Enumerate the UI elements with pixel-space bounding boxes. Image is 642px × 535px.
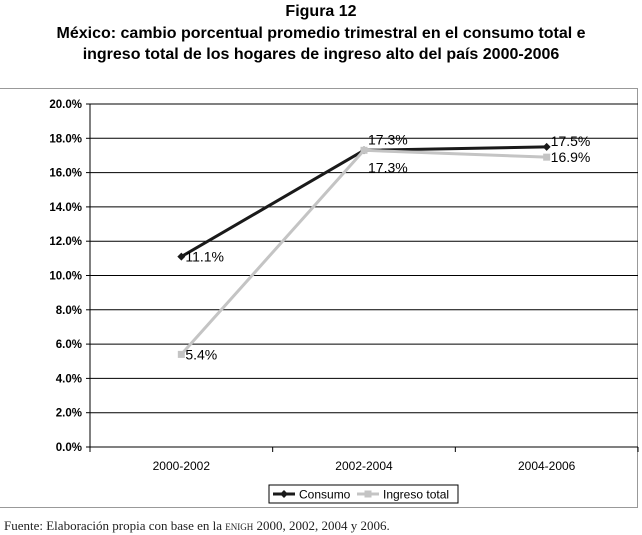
x-tick-label: 2002-2004 xyxy=(335,459,393,473)
legend-label: Consumo xyxy=(299,488,351,502)
x-tick-label: 2004-2006 xyxy=(518,459,576,473)
x-tick-label: 2000-2002 xyxy=(153,459,211,473)
data-label: 17.5% xyxy=(551,133,591,149)
data-label: 5.4% xyxy=(185,346,217,362)
chart-frame xyxy=(0,88,638,508)
legend-swatch-marker xyxy=(280,490,288,498)
y-tick-label: 10.0% xyxy=(49,271,82,283)
data-label: 17.3% xyxy=(368,159,408,175)
data-point-marker xyxy=(177,252,186,261)
legend-swatch-marker xyxy=(364,490,372,498)
y-tick-label: 14.0% xyxy=(49,202,82,214)
data-point-marker xyxy=(543,153,551,161)
source-note: Fuente: Elaboración propia con base en l… xyxy=(4,518,390,534)
y-tick-label: 20.0% xyxy=(49,99,82,111)
series-line-consumo xyxy=(180,145,547,258)
data-point-marker xyxy=(542,142,551,151)
source-suffix: 2000, 2002, 2004 y 2006. xyxy=(253,518,390,533)
y-tick-label: 4.0% xyxy=(56,373,82,385)
data-label: 17.3% xyxy=(368,131,408,147)
legend-label: Ingreso total xyxy=(383,488,449,502)
chart-title-line-2: ingreso total de los hogares de ingreso … xyxy=(82,46,560,63)
data-point-marker xyxy=(177,350,185,358)
data-label: 16.9% xyxy=(551,149,591,165)
y-tick-label: 6.0% xyxy=(56,339,82,351)
y-tick-label: 12.0% xyxy=(49,236,82,248)
y-tick-label: 16.0% xyxy=(49,168,82,180)
series-line-ingreso-total xyxy=(180,148,547,356)
figure-label: Figura 12 xyxy=(285,3,357,20)
y-tick-label: 0.0% xyxy=(56,442,82,454)
data-point-marker xyxy=(360,146,368,154)
y-tick-label: 8.0% xyxy=(56,305,82,317)
chart-title: México: cambio porcentual promedio trime… xyxy=(0,23,642,65)
y-tick-label: 18.0% xyxy=(49,133,82,145)
data-label: 11.1% xyxy=(185,249,224,265)
source-prefix: Fuente: Elaboración propia con base en l… xyxy=(4,518,226,533)
source-acronym: ENIGH xyxy=(225,518,254,533)
y-tick-label: 2.0% xyxy=(56,408,82,420)
chart-title-line-1: México: cambio porcentual promedio trime… xyxy=(56,25,586,42)
